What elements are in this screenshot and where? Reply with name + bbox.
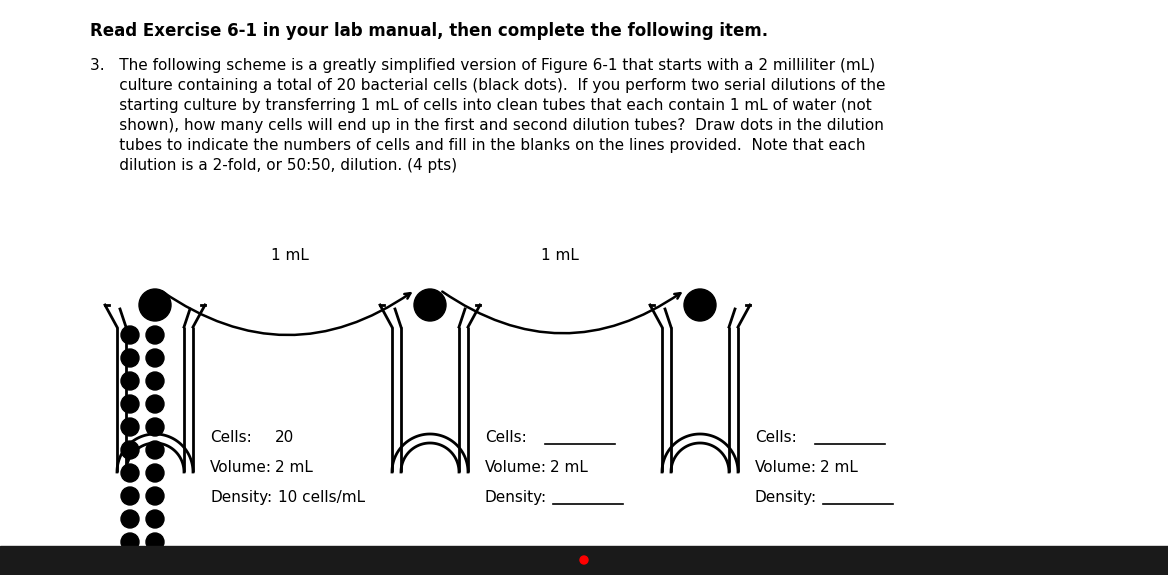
- Circle shape: [121, 326, 139, 344]
- Circle shape: [146, 464, 164, 482]
- Text: tubes to indicate the numbers of cells and fill in the blanks on the lines provi: tubes to indicate the numbers of cells a…: [90, 138, 865, 153]
- Text: starting culture by transferring 1 mL of cells into clean tubes that each contai: starting culture by transferring 1 mL of…: [90, 98, 871, 113]
- Text: culture containing a total of 20 bacterial cells (black dots).  If you perform t: culture containing a total of 20 bacteri…: [90, 78, 885, 93]
- Circle shape: [121, 441, 139, 459]
- Text: Volume:: Volume:: [485, 460, 547, 475]
- Text: 3.   The following scheme is a greatly simplified version of Figure 6-1 that sta: 3. The following scheme is a greatly sim…: [90, 58, 875, 73]
- Circle shape: [146, 372, 164, 390]
- Text: 1 mL: 1 mL: [271, 248, 310, 263]
- Text: Density:: Density:: [755, 490, 818, 505]
- Circle shape: [121, 418, 139, 436]
- Circle shape: [121, 349, 139, 367]
- Circle shape: [146, 326, 164, 344]
- Circle shape: [684, 289, 716, 321]
- Circle shape: [146, 349, 164, 367]
- Circle shape: [146, 510, 164, 528]
- Circle shape: [121, 487, 139, 505]
- Text: 2 mL: 2 mL: [820, 460, 857, 475]
- Text: Cells:: Cells:: [210, 430, 252, 445]
- Text: dilution is a 2-fold, or 50:50, dilution. (4 pts): dilution is a 2-fold, or 50:50, dilution…: [90, 158, 457, 173]
- Circle shape: [139, 289, 171, 321]
- Text: Volume:: Volume:: [210, 460, 272, 475]
- Text: Read Exercise 6-1 in your lab manual, then complete the following item.: Read Exercise 6-1 in your lab manual, th…: [90, 22, 769, 40]
- Circle shape: [121, 510, 139, 528]
- Circle shape: [121, 533, 139, 551]
- Circle shape: [413, 289, 446, 321]
- Text: 20: 20: [274, 430, 294, 445]
- Text: 10 cells/mL: 10 cells/mL: [278, 490, 366, 505]
- Text: 2 mL: 2 mL: [274, 460, 313, 475]
- Text: Density:: Density:: [485, 490, 547, 505]
- Text: Volume:: Volume:: [755, 460, 816, 475]
- Text: 2 mL: 2 mL: [550, 460, 588, 475]
- Text: Density:: Density:: [210, 490, 272, 505]
- Bar: [0, 546, 1168, 575]
- Circle shape: [146, 533, 164, 551]
- Text: Cells:: Cells:: [485, 430, 527, 445]
- Circle shape: [121, 395, 139, 413]
- Text: 1 mL: 1 mL: [541, 248, 579, 263]
- Text: shown), how many cells will end up in the first and second dilution tubes?  Draw: shown), how many cells will end up in th…: [90, 118, 884, 133]
- Text: Cells:: Cells:: [755, 430, 797, 445]
- Circle shape: [580, 556, 588, 564]
- Circle shape: [121, 464, 139, 482]
- Circle shape: [146, 395, 164, 413]
- Circle shape: [146, 441, 164, 459]
- Circle shape: [146, 487, 164, 505]
- Circle shape: [146, 418, 164, 436]
- Circle shape: [121, 372, 139, 390]
